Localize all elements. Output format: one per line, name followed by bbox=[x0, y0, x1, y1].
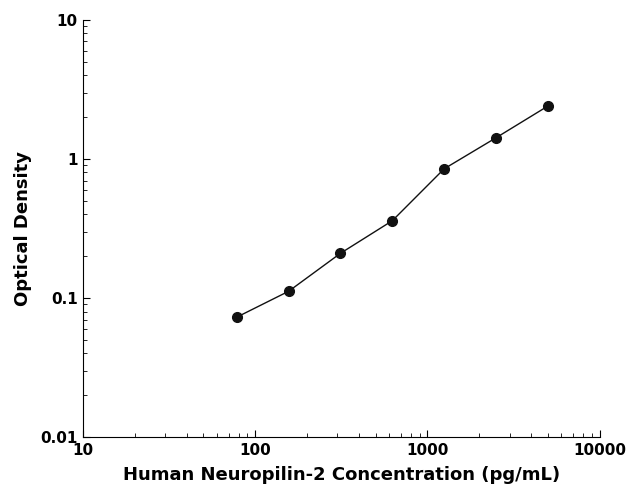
Y-axis label: Optical Density: Optical Density bbox=[14, 151, 32, 306]
X-axis label: Human Neuropilin-2 Concentration (pg/mL): Human Neuropilin-2 Concentration (pg/mL) bbox=[123, 466, 560, 484]
